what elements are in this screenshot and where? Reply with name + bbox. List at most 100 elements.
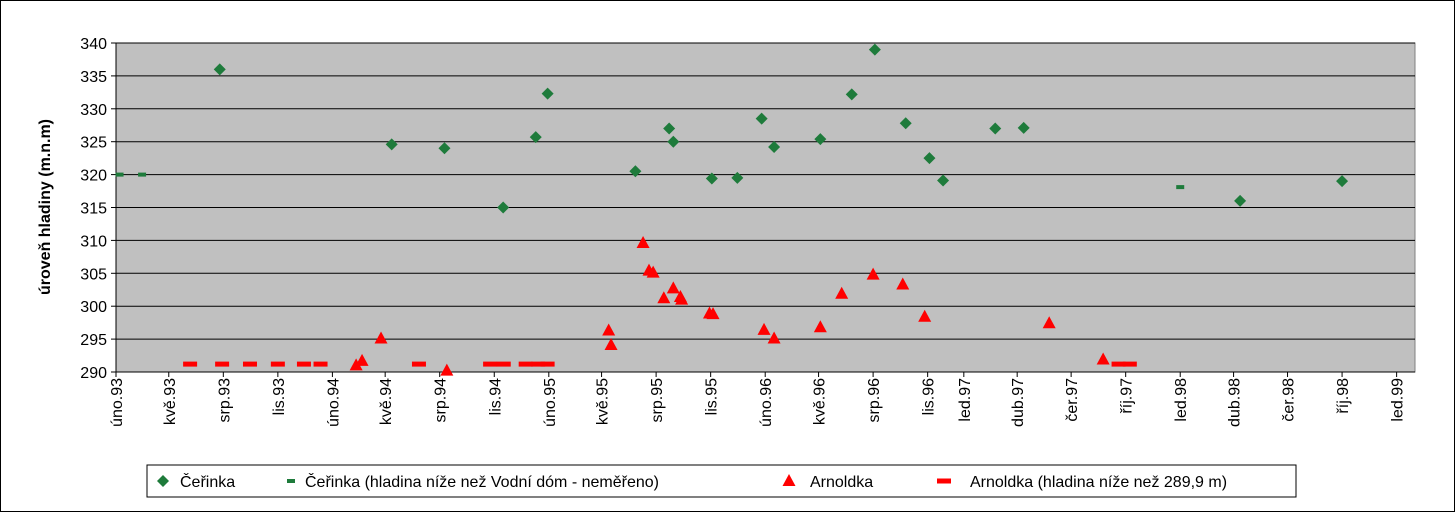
x-tick-label: dub.97 <box>1010 378 1027 427</box>
x-tick-label: lis.95 <box>704 378 721 415</box>
x-tick-label: lis.96 <box>921 378 938 415</box>
data-point <box>667 135 680 148</box>
x-tick-label: čer.97 <box>1064 378 1081 422</box>
data-point <box>531 361 546 367</box>
data-point <box>835 286 849 299</box>
data-point <box>663 122 676 135</box>
data-point <box>845 88 858 101</box>
series-0 <box>213 43 1349 214</box>
data-point <box>646 265 660 278</box>
data-point <box>768 140 781 153</box>
x-tick-label: led.99 <box>1390 378 1407 422</box>
y-tick-label: 315 <box>80 201 107 218</box>
data-point <box>657 291 671 304</box>
data-point <box>1176 185 1185 190</box>
x-tick-label: říj.98 <box>1335 378 1352 414</box>
data-point <box>866 267 880 280</box>
data-point <box>706 307 720 320</box>
data-point <box>755 112 768 125</box>
data-point <box>629 165 642 178</box>
data-point <box>1042 316 1056 329</box>
legend-label: Čeřinka <box>180 472 235 491</box>
data-point <box>355 353 369 366</box>
data-point <box>374 331 388 344</box>
data-point <box>813 320 827 333</box>
x-tick-label: led.97 <box>957 378 974 422</box>
y-tick-label: 295 <box>80 332 107 349</box>
gridlines <box>116 42 1415 340</box>
x-tick-label: čer.98 <box>1281 378 1298 422</box>
data-point <box>636 236 650 249</box>
x-tick-label: úno.95 <box>542 378 559 427</box>
y-axis-title: úroveň hladiny (m.n.m) <box>37 119 54 295</box>
legend-label: Arnoldka <box>810 474 873 491</box>
y-tick-label: 335 <box>80 69 107 86</box>
legend-label: Arnoldka (hladina níže než 289,9 m) <box>970 474 1227 491</box>
data-point <box>814 133 827 146</box>
y-tick-label: 330 <box>80 102 107 119</box>
data-point <box>215 361 230 367</box>
data-point <box>496 361 511 367</box>
data-point <box>411 361 426 367</box>
data-point <box>989 122 1002 135</box>
data-point <box>213 63 226 76</box>
legend-marker <box>287 479 295 483</box>
x-tick-label: srp.93 <box>216 378 233 423</box>
legend-box <box>146 464 1297 498</box>
data-point <box>1336 175 1349 188</box>
data-point <box>1017 121 1030 134</box>
data-point <box>602 323 616 336</box>
y-tick-labels: 290 295 300 305 310 315 320 325 330 335 340 <box>80 36 116 382</box>
y-tick-label: 325 <box>80 135 107 152</box>
series-2 <box>349 236 1110 376</box>
data-point <box>675 292 689 305</box>
x-tick-label: kvě.94 <box>378 378 395 425</box>
legend-marker <box>937 478 951 484</box>
data-point <box>731 171 744 184</box>
data-point <box>138 172 147 177</box>
x-tick-label: led.98 <box>1173 378 1190 422</box>
data-point <box>604 338 618 351</box>
legend-label: Čeřinka (hladina níže než Vodní dóm - ne… <box>305 472 659 491</box>
x-tick-label: kvě.96 <box>812 378 829 425</box>
y-tick-label: 320 <box>80 168 107 185</box>
y-tick-label: 290 <box>80 365 107 382</box>
x-tick-label: srp.96 <box>866 378 883 423</box>
data-point <box>666 281 680 294</box>
data-point <box>440 363 454 376</box>
data-point <box>242 361 257 367</box>
y-tick-label: 340 <box>80 36 107 53</box>
data-point <box>438 142 451 155</box>
data-marks <box>115 43 1349 376</box>
data-point <box>541 87 554 100</box>
data-point <box>923 152 936 165</box>
data-point <box>705 172 718 185</box>
x-tick-label: říj.97 <box>1119 378 1136 414</box>
data-point <box>918 309 932 322</box>
series-3 <box>183 361 1137 367</box>
data-point <box>115 172 124 177</box>
data-point <box>757 322 771 335</box>
x-tick-label: úno.94 <box>325 378 342 427</box>
x-tick-label: úno.96 <box>758 378 775 427</box>
x-tick-label: lis.93 <box>271 378 288 415</box>
data-point <box>767 331 781 344</box>
data-point <box>540 361 555 367</box>
data-point <box>937 174 950 187</box>
legend: Čeřinka Čeřinka (hladina níže než Vodní d… <box>146 464 1297 498</box>
data-point <box>1234 194 1247 207</box>
data-point <box>518 361 533 367</box>
y-tick-label: 305 <box>80 266 107 283</box>
data-point <box>497 201 510 214</box>
data-point <box>1096 352 1110 365</box>
x-tick-label: srp.95 <box>649 378 666 423</box>
data-point <box>896 277 910 290</box>
data-point <box>868 43 881 56</box>
y-tick-label: 310 <box>80 233 107 250</box>
x-tick-labels: úno.93 kvě.93 srp.93 lis.93 úno.94 kvě.94 srp.… <box>109 372 1407 427</box>
data-point <box>529 131 542 144</box>
x-tick-label: kvě.95 <box>595 378 612 425</box>
data-point <box>183 361 198 367</box>
data-point <box>385 138 398 151</box>
